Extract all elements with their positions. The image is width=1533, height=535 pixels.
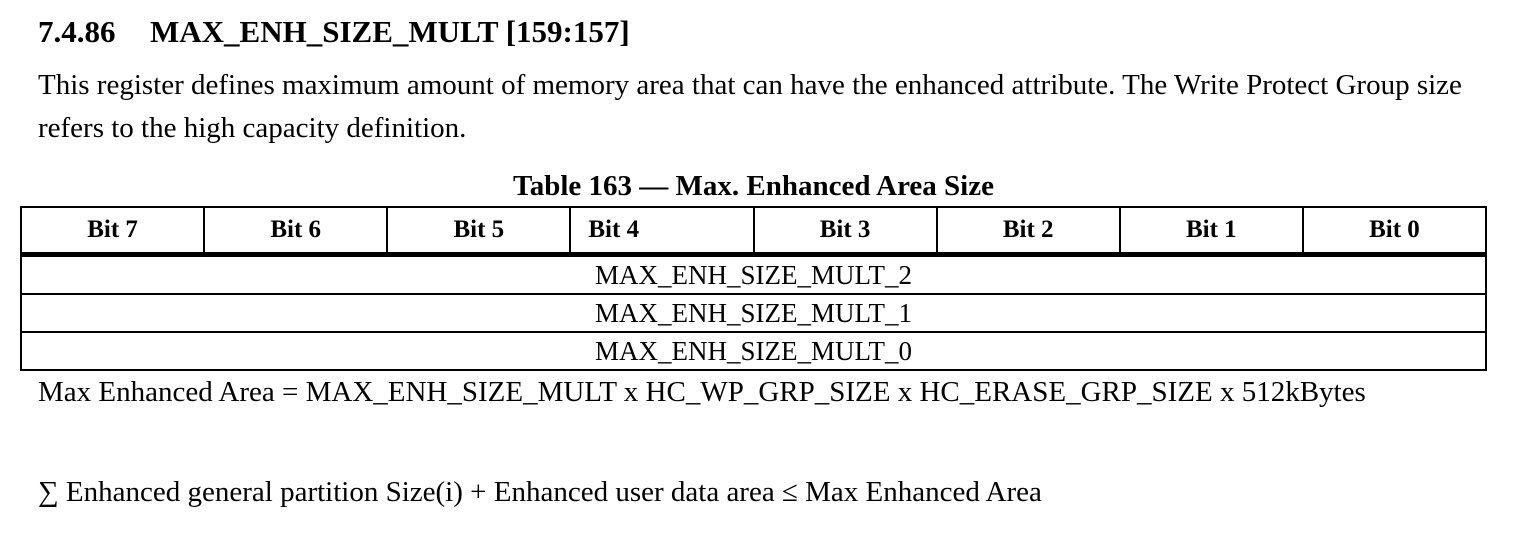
register-bit-table: Bit 7 Bit 6 Bit 5 Bit 4 Bit 3 Bit 2 Bit … — [19, 206, 1488, 371]
header-bit-1: Bit 1 — [1118, 206, 1304, 257]
table-cell-mult-0: MAX_ENH_SIZE_MULT_0 — [20, 331, 1487, 371]
section-title: MAX_ENH_SIZE_MULT [159:157] — [150, 14, 630, 49]
header-bit-0: Bit 0 — [1301, 206, 1488, 257]
header-bit-5: Bit 5 — [386, 206, 572, 257]
table-header-row: Bit 7 Bit 6 Bit 5 Bit 4 Bit 3 Bit 2 Bit … — [19, 206, 1488, 257]
table-caption: Table 163 — Max. Enhanced Area Size — [513, 170, 994, 202]
table-cell-mult-1: MAX_ENH_SIZE_MULT_1 — [20, 293, 1487, 333]
section-heading: 7.4.86 MAX_ENH_SIZE_MULT [159:157] — [38, 12, 630, 52]
partition-size-constraint: ∑ Enhanced general partition Size(i) + E… — [38, 476, 1042, 508]
header-bit-2: Bit 2 — [935, 206, 1121, 257]
header-bit-7: Bit 7 — [19, 206, 206, 257]
table-row: MAX_ENH_SIZE_MULT_1 — [20, 293, 1487, 333]
header-bit-4: Bit 4 — [569, 206, 755, 257]
table-cell-mult-2: MAX_ENH_SIZE_MULT_2 — [20, 253, 1487, 295]
table-row: MAX_ENH_SIZE_MULT_0 — [20, 331, 1487, 371]
section-number: 7.4.86 — [38, 14, 116, 49]
table-row: MAX_ENH_SIZE_MULT_2 — [20, 253, 1487, 295]
header-bit-3: Bit 3 — [752, 206, 938, 257]
max-enhanced-area-formula: Max Enhanced Area = MAX_ENH_SIZE_MULT x … — [38, 376, 1366, 408]
intro-paragraph: This register defines maximum amount of … — [38, 69, 1462, 144]
header-bit-6: Bit 6 — [203, 206, 389, 257]
